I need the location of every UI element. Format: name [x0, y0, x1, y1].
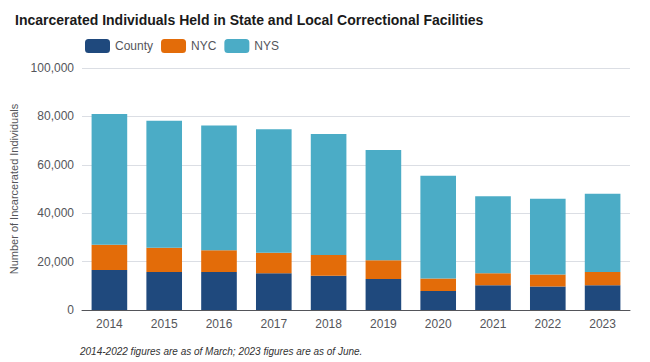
svg-text:2020: 2020	[425, 317, 452, 331]
svg-text:2014: 2014	[96, 317, 123, 331]
svg-text:100,000: 100,000	[31, 61, 75, 75]
svg-text:2014-2022 figures are as of Ma: 2014-2022 figures are as of March; 2023 …	[79, 346, 362, 357]
svg-text:Incarcerated Individuals Held: Incarcerated Individuals Held in State a…	[15, 12, 484, 28]
svg-text:40,000: 40,000	[37, 206, 74, 220]
svg-text:2021: 2021	[480, 317, 507, 331]
svg-text:0: 0	[67, 303, 74, 317]
svg-text:Number of Incarcerated Individ: Number of Incarcerated Individuals	[8, 103, 20, 274]
svg-text:NYC: NYC	[191, 39, 217, 53]
svg-text:2023: 2023	[589, 317, 616, 331]
svg-text:NYS: NYS	[254, 39, 279, 53]
svg-text:2015: 2015	[151, 317, 178, 331]
svg-text:County: County	[115, 39, 153, 53]
svg-text:2019: 2019	[370, 317, 397, 331]
svg-text:20,000: 20,000	[37, 255, 74, 269]
svg-text:2018: 2018	[315, 317, 342, 331]
svg-text:2017: 2017	[260, 317, 287, 331]
svg-text:2016: 2016	[206, 317, 233, 331]
svg-text:80,000: 80,000	[37, 109, 74, 123]
svg-text:2022: 2022	[534, 317, 561, 331]
svg-text:60,000: 60,000	[37, 158, 74, 172]
